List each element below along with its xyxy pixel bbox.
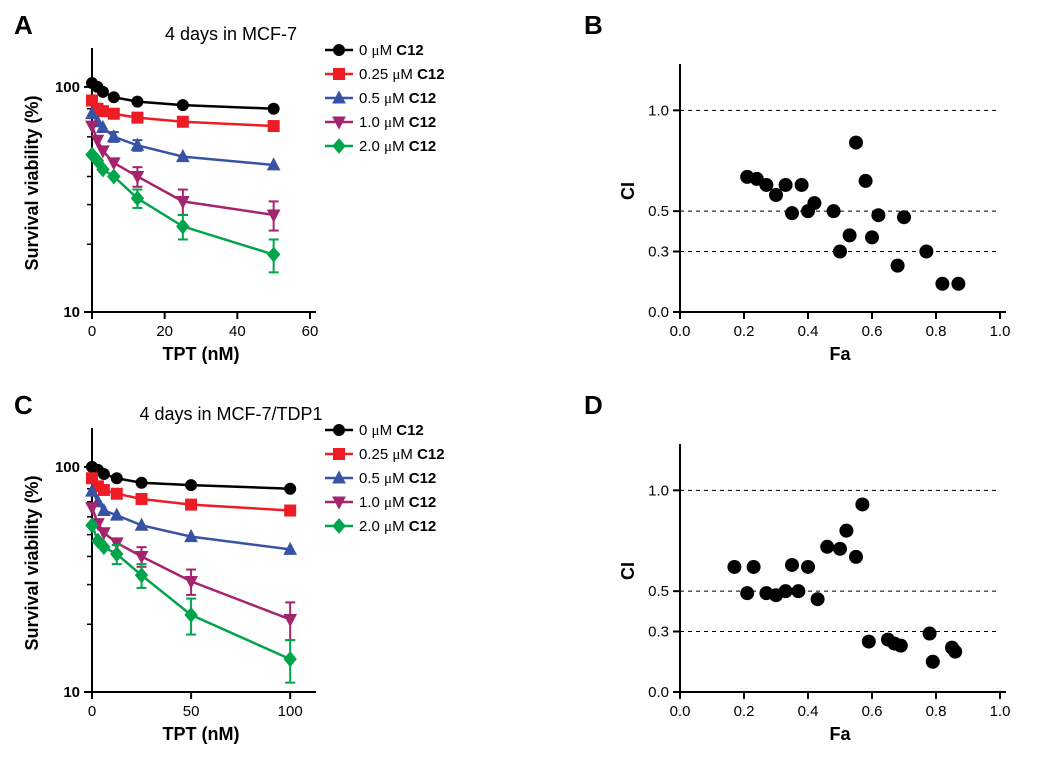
panel-C: C 0 50 100 10 100 TPT (nM) Survival viability … [10,390,570,760]
svg-text:1.0: 1.0 [990,323,1011,340]
svg-text:10: 10 [63,304,80,321]
svg-text:20: 20 [156,323,173,340]
svg-text:0.5: 0.5 [648,583,669,600]
svg-text:1.0: 1.0 [648,482,669,499]
svg-text:100: 100 [55,79,80,96]
svg-text:0.2: 0.2 [734,323,755,340]
chart-B: 0.0 0.2 0.4 0.6 0.8 1.0 0.0 0.3 0.5 1.0 Fa CI [580,10,1050,380]
svg-text:100: 100 [278,703,303,720]
svg-text:0.5 μM C12: 0.5 μM C12 [359,90,436,107]
svg-text:0.3: 0.3 [648,244,669,261]
svg-text:CI: CI [618,562,638,580]
svg-text:TPT (nM): TPT (nM) [163,724,240,744]
svg-text:0.6: 0.6 [862,323,883,340]
panel-label-C: C [14,390,33,421]
svg-text:1.0 μM C12: 1.0 μM C12 [359,114,436,131]
svg-text:0.0: 0.0 [670,703,691,720]
svg-text:0.4: 0.4 [798,703,819,720]
svg-text:0.8: 0.8 [926,323,947,340]
chart-D: 0.0 0.2 0.4 0.6 0.8 1.0 0.0 0.3 0.5 1.0 Fa CI [580,390,1050,760]
svg-text:10: 10 [63,684,80,701]
svg-text:0.25 μM C12: 0.25 μM C12 [359,66,445,83]
svg-text:0.4: 0.4 [798,323,819,340]
svg-text:0.0: 0.0 [648,684,669,701]
svg-text:60: 60 [302,323,319,340]
svg-text:50: 50 [183,703,200,720]
svg-text:0: 0 [88,323,96,340]
svg-text:0.0: 0.0 [670,323,691,340]
panel-label-D: D [584,390,603,421]
svg-text:Survival viability (%): Survival viability (%) [22,95,42,270]
panel-label-A: A [14,10,33,41]
svg-text:1.0: 1.0 [648,102,669,119]
svg-text:0: 0 [88,703,96,720]
svg-text:0.2: 0.2 [734,703,755,720]
svg-text:4 days in MCF-7/TDP1: 4 days in MCF-7/TDP1 [139,404,322,424]
svg-text:0 μM C12: 0 μM C12 [359,422,424,439]
svg-text:0.5 μM C12: 0.5 μM C12 [359,470,436,487]
svg-text:Survival viability (%): Survival viability (%) [22,475,42,650]
panel-B: B 0.0 0.2 0.4 0.6 0.8 1.0 0.0 0.3 0.5 1.0 Fa CI [580,10,1050,380]
svg-text:0.25 μM C12: 0.25 μM C12 [359,446,445,463]
svg-text:Fa: Fa [829,344,851,364]
panel-label-B: B [584,10,603,41]
svg-text:1.0 μM C12: 1.0 μM C12 [359,494,436,511]
figure-grid: A 020406010100TPT (nM)Survival viability… [10,10,1040,755]
svg-text:Fa: Fa [829,724,851,744]
panel-A: A 0 20 40 60 10 100 TPT (nM) Survival viability… [10,10,570,380]
svg-text:0.8: 0.8 [926,703,947,720]
panel-D: D 0.0 0.2 0.4 0.6 0.8 1.0 0.0 0.3 0.5 1.0 Fa CI [580,390,1050,760]
svg-text:0.3: 0.3 [648,624,669,641]
svg-text:40: 40 [229,323,246,340]
svg-text:2.0 μM C12: 2.0 μM C12 [359,138,436,155]
chart-A: 0 20 40 60 10 100 TPT (nM) Survival viability (… [10,10,570,380]
svg-text:0.6: 0.6 [862,703,883,720]
svg-text:100: 100 [55,459,80,476]
svg-text:0 μM C12: 0 μM C12 [359,42,424,59]
chart-C: 0 50 100 10 100 TPT (nM) Survival viability (%… [10,390,570,760]
svg-text:4 days in MCF-7: 4 days in MCF-7 [165,24,297,44]
svg-text:0.0: 0.0 [648,304,669,321]
svg-text:0.5: 0.5 [648,203,669,220]
svg-text:1.0: 1.0 [990,703,1011,720]
svg-text:TPT (nM): TPT (nM) [163,344,240,364]
svg-text:CI: CI [618,182,638,200]
svg-text:2.0 μM C12: 2.0 μM C12 [359,518,436,535]
